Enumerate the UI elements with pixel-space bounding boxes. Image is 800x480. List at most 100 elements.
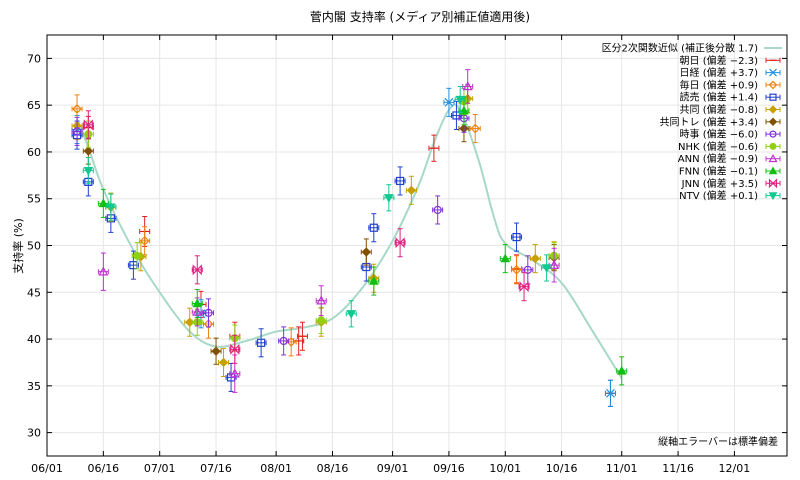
y-tick-label: 35 [27, 380, 41, 393]
marker-shape [317, 316, 326, 325]
legend-entry: ANN (偏差 −0.9) [678, 152, 781, 165]
marker-shape [83, 119, 93, 131]
data-point [443, 87, 455, 117]
y-tick-label: 55 [27, 193, 41, 206]
axes: 06/01 06/16 07/01 07/16 08/01 08/16 09/01 09/16… [27, 35, 787, 475]
data-point [191, 255, 203, 285]
legend: 区分2次関数近似 (補正後分散 1.7)朝日 (偏差 −2.3)日経 (偏差 +… [602, 42, 782, 202]
series [82, 85, 553, 328]
y-tick-label: 70 [27, 52, 41, 65]
marker-shape [133, 251, 142, 260]
data-point [428, 134, 440, 162]
marker-shape [98, 198, 109, 208]
data-marks [71, 69, 628, 407]
legend-entry: 時事 (偏差 −6.0) [680, 128, 781, 141]
x-tick-label: 08/16 [317, 462, 349, 475]
marker-shape [769, 93, 777, 101]
data-point [518, 272, 530, 302]
legend-entry: 朝日 (偏差 −2.3) [680, 54, 781, 67]
legend-label: JNN (偏差 +3.5) [681, 177, 758, 190]
legend-entry: 区分2次関数近似 (補正後分散 1.7) [602, 42, 782, 55]
marker-shape [768, 153, 778, 163]
x-tick-label: 09/01 [377, 462, 409, 475]
marker-shape [316, 295, 327, 305]
x-tick-label: 10/16 [546, 462, 578, 475]
data-point [499, 244, 511, 274]
y-tick-label: 50 [27, 240, 41, 253]
marker-shape [369, 223, 378, 232]
data-point [394, 166, 406, 196]
marker-shape [433, 205, 442, 215]
error-bar-note: 縦軸エラーバーは標準偏差 [658, 435, 778, 448]
series [82, 110, 530, 364]
legend-entry: 読売 (偏差 +1.4) [680, 91, 781, 104]
marker-shape [230, 343, 240, 355]
legend-label: 区分2次関数近似 (補正後分散 1.7) [602, 42, 759, 55]
legend-label: 朝日 (偏差 −2.3) [680, 54, 759, 67]
data-point [541, 254, 553, 282]
marker-shape [462, 81, 473, 91]
marker-shape [769, 142, 777, 150]
marker-shape [346, 310, 357, 319]
marker-shape [470, 123, 481, 134]
marker-shape [383, 194, 394, 203]
legend-entry: 毎日 (偏差 +0.9) [680, 78, 781, 91]
marker-shape [361, 247, 371, 257]
data-point [315, 285, 327, 317]
data-point [458, 96, 470, 126]
y-tick-label: 60 [27, 146, 41, 159]
data-point [368, 213, 380, 243]
marker-shape [395, 237, 405, 249]
data-point [616, 356, 628, 386]
x-tick-label: 07/16 [200, 462, 232, 475]
data-point [432, 195, 444, 225]
marker-shape [768, 166, 778, 175]
marker-shape [279, 336, 288, 346]
legend-entry: FNN (偏差 −0.1) [679, 165, 781, 178]
data-point [454, 85, 466, 114]
data-point [255, 328, 267, 358]
y-axis-label: 支持率 (%) [11, 218, 25, 274]
legend-entry: 共同 (偏差 −0.8) [680, 103, 781, 116]
legend-label: NHK (偏差 −0.6) [678, 140, 758, 153]
data-point [368, 266, 380, 296]
fit-line-layer [76, 103, 623, 379]
data-point [511, 222, 523, 252]
marker-shape [769, 68, 777, 77]
marker-shape [511, 264, 522, 275]
legend-label: NTV (偏差 +0.1) [679, 189, 758, 202]
data-point [315, 306, 327, 334]
marker-shape [768, 178, 778, 189]
marker-shape [83, 166, 94, 176]
legend-entry: NTV (偏差 +0.1) [679, 189, 781, 202]
marker-shape [768, 80, 778, 90]
series [71, 94, 523, 357]
marker-shape [530, 253, 541, 264]
series [97, 96, 628, 386]
legend-label: 読売 (偏差 +1.4) [680, 91, 759, 104]
marker-shape [455, 95, 466, 105]
data-point [345, 300, 357, 328]
marker-shape [512, 232, 521, 242]
y-tick-label: 45 [27, 286, 41, 299]
data-point [218, 347, 230, 377]
legend-entry: 日経 (偏差 +3.7) [680, 66, 781, 79]
marker-shape [500, 253, 511, 263]
legend-label: 共同 (偏差 −0.8) [680, 103, 759, 116]
data-point [285, 327, 297, 357]
data-point [97, 252, 109, 291]
marker-shape [768, 192, 778, 201]
data-point [82, 110, 94, 140]
legend-entry: NHK (偏差 −0.6) [678, 140, 781, 153]
data-point [511, 255, 523, 285]
data-point [191, 288, 203, 319]
marker-shape [768, 105, 778, 114]
data-point [450, 100, 462, 130]
data-point [405, 175, 417, 205]
data-point [604, 379, 616, 407]
data-point [82, 157, 94, 185]
series [71, 100, 523, 392]
fit-line [76, 103, 623, 379]
data-point [71, 116, 83, 146]
marker-shape [541, 264, 552, 273]
